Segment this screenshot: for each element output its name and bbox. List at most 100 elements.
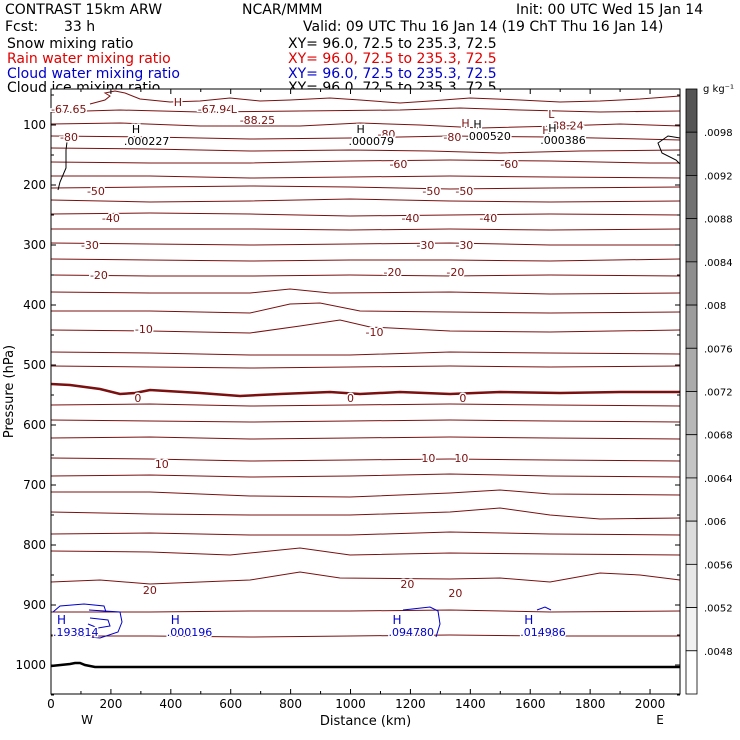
y-tick-label: 100: [23, 118, 46, 132]
cloud-water-contour: [536, 606, 552, 611]
colorbar-tick-label: .0052: [704, 604, 733, 615]
model-title: CONTRAST 15km ARW: [5, 2, 163, 18]
colorbar-tick-label: .0076: [704, 344, 733, 355]
cloud-water-maximum-marker: H: [524, 613, 533, 627]
colorbar-tick-label: .006: [704, 517, 726, 528]
colorbar-bin: [685, 88, 698, 133]
field-snow-xy: XY= 96.0, 72.5 to 235.3, 72.5: [288, 36, 497, 52]
temperature-extremum-label: H: [174, 96, 182, 109]
forecast-hour: 33 h: [64, 19, 96, 35]
ice-maximum-value: .000520: [465, 130, 511, 143]
x-tick-label: 800: [279, 697, 302, 711]
field-cloud-water-xy: XY= 96.0, 72.5 to 235.3, 72.5: [288, 66, 497, 82]
isotherm-contour: [51, 228, 681, 231]
colorbar-bin: [685, 391, 698, 436]
cloud-water-maximum-marker: H: [57, 613, 66, 627]
x-tick-label: 400: [159, 697, 182, 711]
isotherm-label: 0: [134, 392, 141, 405]
isotherm-label: 0: [459, 392, 466, 405]
x-tick-label: 1000: [335, 697, 366, 711]
colorbar-tick-label: .0068: [704, 431, 733, 442]
ice-maximum-marker: H: [548, 122, 556, 135]
isotherm-label: -50: [422, 185, 440, 198]
isotherm-contour: [50, 212, 681, 217]
terrain-surface: [50, 661, 680, 669]
colorbar-tick-label: .0048: [704, 647, 733, 658]
y-tick-label: 800: [23, 538, 46, 552]
ice-maximum-value: .000386: [540, 134, 586, 147]
isotherm-contour: [51, 302, 681, 314]
isotherm-contour: [50, 507, 681, 520]
ice-maximum-marker: H: [357, 123, 365, 136]
isotherm-label: 20: [448, 587, 462, 600]
isotherm-label: 20: [143, 584, 157, 597]
field-rain-xy: XY= 96.0, 72.5 to 235.3, 72.5: [288, 51, 497, 67]
cloud-water-maximum-value: .014986: [520, 626, 566, 639]
isotherm-contour: [50, 274, 681, 277]
y-tick-label: 600: [23, 418, 46, 432]
isotherm-label: 10: [155, 458, 169, 471]
isotherm-contour: [50, 135, 681, 141]
colorbar-tick-label: .0088: [704, 215, 733, 226]
colorbar-tick-label: .0084: [704, 258, 733, 269]
isotherm-label: -50: [87, 185, 105, 198]
isotherm-label: -50: [455, 185, 473, 198]
colorbar-bin: [685, 434, 698, 479]
colorbar-bin: [685, 218, 698, 263]
isotherm-contour: [51, 634, 680, 638]
y-axis-label: Pressure (hPa): [2, 345, 17, 438]
west-label: W: [81, 713, 93, 727]
field-rain-name: Rain water mixing ratio: [7, 51, 171, 67]
isotherm-label: -60: [389, 158, 407, 171]
colorbar-bin: [685, 563, 698, 608]
isotherm-contour: [51, 175, 681, 179]
x-tick-label: 1800: [575, 697, 606, 711]
y-tick-label: 500: [23, 358, 46, 372]
isotherm-contour: [50, 147, 681, 154]
isotherm-label: -60: [500, 158, 518, 171]
colorbar-tick-label: .0098: [704, 128, 733, 139]
isotherm-contour: [50, 457, 681, 462]
cloud-water-maximum-value: .193814: [53, 626, 99, 639]
isotherm-label: -40: [479, 212, 497, 225]
x-tick-label: 600: [219, 697, 242, 711]
isotherm-label: 10: [454, 452, 468, 465]
x-tick-label: 1600: [515, 697, 546, 711]
isotherm-contour: [50, 351, 681, 356]
colorbar-tick-label: .0092: [704, 171, 733, 182]
isotherm-contour: [50, 288, 681, 295]
isotherm-contour: [50, 242, 680, 246]
y-tick-label: 700: [23, 478, 46, 492]
isotherm-contour: [50, 107, 681, 113]
cloud-ice-contour: [657, 135, 681, 165]
isotherm-label: -40: [102, 212, 120, 225]
colorbar-tick-label: .008: [704, 301, 726, 312]
colorbar-bin: [685, 477, 698, 522]
isotherm-contour: [50, 319, 681, 334]
colorbar-bin: [685, 175, 698, 220]
y-tick-label: 900: [23, 598, 46, 612]
org-label: NCAR/MMM: [242, 2, 323, 18]
colorbar-bin: [685, 261, 698, 306]
x-tick-label: 1200: [395, 697, 426, 711]
isotherm-contour: [50, 436, 681, 440]
colorbar-bin: [685, 607, 698, 652]
cloud-water-contour: [402, 606, 441, 638]
zero-degree-isotherm: [50, 382, 680, 398]
ice-maximum-marker: H: [132, 123, 140, 136]
isotherm-label: -10: [366, 326, 384, 339]
isotherm-contour: [50, 473, 681, 478]
colorbar-tick-label: .0056: [704, 560, 733, 571]
colorbar-bin: [685, 520, 698, 565]
isotherm-contour: [50, 365, 681, 369]
isotherm-label: -20: [383, 266, 401, 279]
isotherm-contour: [50, 547, 681, 556]
init-time: Init: 00 UTC Wed 15 Jan 14: [516, 2, 704, 18]
temperature-extremum-label: -67.94: [198, 103, 233, 116]
isotherm-contour: [50, 419, 681, 423]
isotherm-label: -40: [401, 212, 419, 225]
isotherm-contour: [50, 258, 681, 262]
x-tick-label: 1400: [455, 697, 486, 711]
isotherm-contour: [50, 531, 681, 536]
